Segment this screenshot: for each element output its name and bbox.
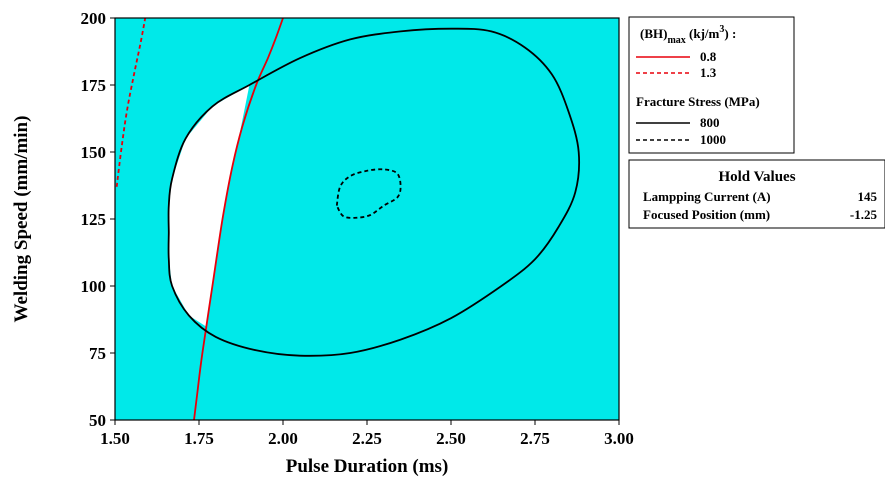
y-axis-title: Welding Speed (mm/min) xyxy=(11,116,32,323)
hold-row-1-name: Lampping Current (A) xyxy=(643,189,771,204)
contour-bh-0.8 xyxy=(193,18,284,420)
optimal-region xyxy=(168,85,250,327)
contour-stress-800 xyxy=(167,27,581,357)
y-tick-label: 200 xyxy=(81,9,107,28)
x-tick-label: 2.75 xyxy=(520,429,550,448)
legend-stress-item-2: 1000 xyxy=(700,132,726,147)
hold-values-title: Hold Values xyxy=(718,169,795,185)
x-tick-label: 2.00 xyxy=(268,429,298,448)
y-tick-label: 150 xyxy=(81,143,107,162)
legend-bh-heading: (BH)max (kj/m3) : xyxy=(640,24,736,46)
hold-row-2-name: Focused Position (mm) xyxy=(643,207,770,222)
x-tick-label: 1.50 xyxy=(100,429,130,448)
x-tick-label: 1.75 xyxy=(184,429,214,448)
x-tick-label: 2.50 xyxy=(436,429,466,448)
x-axis: 1.50 1.75 2.00 2.25 2.50 2.75 3.00 xyxy=(100,420,634,448)
y-tick-label: 100 xyxy=(81,277,107,296)
hold-values-box: Hold Values Lampping Current (A) 145 Foc… xyxy=(628,159,885,229)
legend-stress-item-1: 800 xyxy=(700,115,720,130)
x-tick-label: 3.00 xyxy=(604,429,634,448)
y-tick-label: 175 xyxy=(81,76,107,95)
x-axis-title: Pulse Duration (ms) xyxy=(286,456,449,477)
hold-values-frame xyxy=(628,159,885,229)
legend-stress-heading: Fracture Stress (MPa) xyxy=(636,94,760,109)
contour-bh-1.3 xyxy=(115,18,147,187)
legend: (BH)max (kj/m3) : 0.8 1.3 Fracture Stres… xyxy=(628,16,795,154)
y-tick-label: 125 xyxy=(81,210,107,229)
x-tick-label: 2.25 xyxy=(352,429,382,448)
legend-bh-item-1: 0.8 xyxy=(700,49,717,64)
y-tick-label: 75 xyxy=(89,344,106,363)
legend-box xyxy=(628,16,795,154)
y-tick-label: 50 xyxy=(89,411,106,430)
y-axis: 50 75 100 125 150 175 200 xyxy=(81,9,115,430)
contour-lines xyxy=(115,18,581,420)
contour-stress-1000 xyxy=(335,168,402,219)
legend-bh-item-2: 1.3 xyxy=(700,65,717,80)
hold-row-1-value: 145 xyxy=(858,189,878,204)
hold-row-2-value: -1.25 xyxy=(850,207,878,222)
